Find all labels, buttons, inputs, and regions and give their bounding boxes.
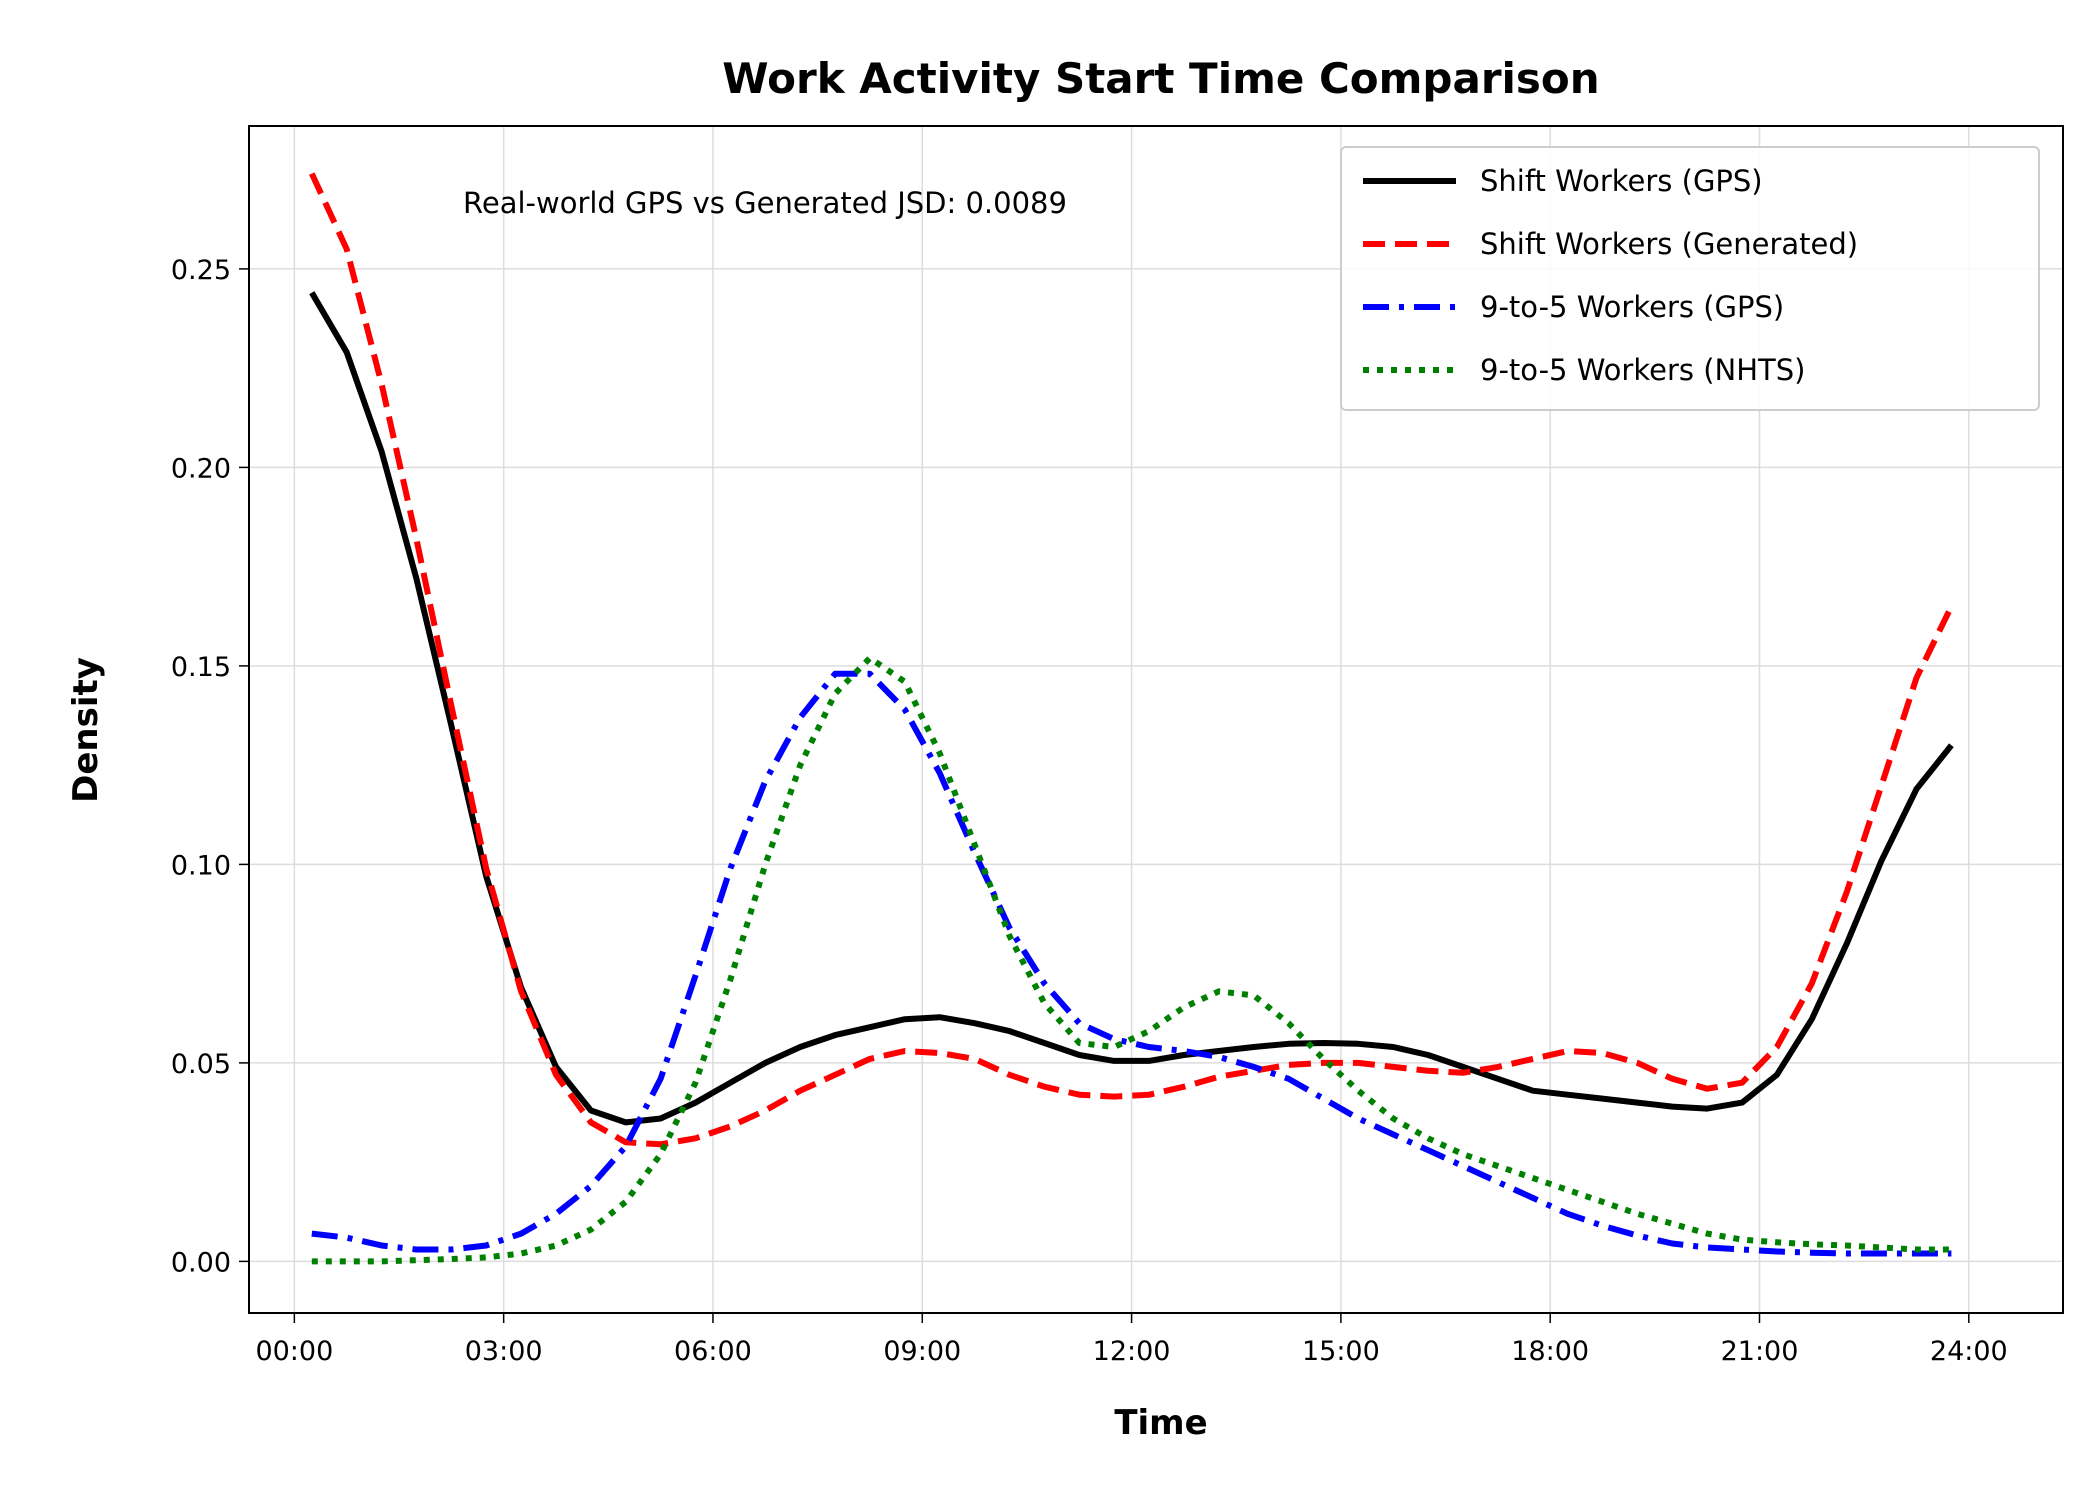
x-tick-label: 06:00: [674, 1336, 752, 1367]
y-tick-label: 0.15: [171, 652, 231, 683]
y-tick-label: 0.00: [171, 1247, 231, 1278]
series-lines: [309, 172, 1955, 1265]
x-tick-label: 24:00: [1930, 1336, 2008, 1367]
legend-label-9-to-5-workers-nhts: 9-to-5 Workers (NHTS): [1480, 353, 1805, 387]
legend-label-9-to-5-workers-gps: 9-to-5 Workers (GPS): [1480, 290, 1784, 324]
x-tick-label: 09:00: [883, 1336, 961, 1367]
y-tick-label: 0.20: [171, 453, 231, 484]
legend-box: [1340, 146, 2040, 411]
series-line-9-to-5-workers-nhts: [311, 655, 1952, 1265]
y-tick-label: 0.25: [171, 255, 231, 286]
x-axis-label: Time: [1114, 1403, 1207, 1443]
x-tick-label: 00:00: [255, 1336, 333, 1367]
x-tick-label: 03:00: [465, 1336, 543, 1367]
series-line-shift-workers-gps: [309, 291, 1954, 1126]
x-tick-label: 12:00: [1093, 1336, 1171, 1367]
series-line-shift-workers-generated: [309, 172, 1955, 1148]
legend-label-shift-workers-generated: Shift Workers (Generated): [1480, 227, 1858, 261]
x-tick-label: 15:00: [1302, 1336, 1380, 1367]
chart-title: Work Activity Start Time Comparison: [722, 54, 1599, 103]
axis-ticks: 00:00 03:00 06:00 09:00 12:00 15:00 18:00 21:00…: [171, 255, 2008, 1367]
plot-frame: [248, 125, 2064, 1314]
legend-label-shift-workers-gps: Shift Workers (GPS): [1480, 164, 1763, 198]
y-tick-label: 0.05: [171, 1049, 231, 1080]
x-tick-label: 21:00: [1721, 1336, 1799, 1367]
y-axis-label: Density: [66, 657, 106, 803]
jsd-annotation: Real-world GPS vs Generated JSD: 0.0089: [463, 186, 1067, 220]
series-line-9-to-5-workers-gps: [311, 670, 1952, 1257]
legend: Shift Workers (GPS) Shift Workers (Genera…: [1340, 146, 2040, 411]
y-tick-label: 0.10: [171, 850, 231, 881]
x-tick-label: 18:00: [1511, 1336, 1589, 1367]
